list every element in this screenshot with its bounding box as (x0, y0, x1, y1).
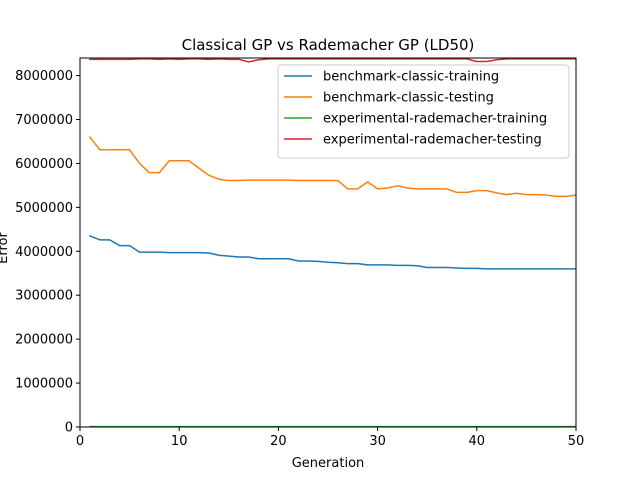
y-tick-label: 0 (65, 421, 73, 436)
legend: benchmark-classic-training benchmark-clas… (277, 64, 570, 159)
series-line-experimental-rademacher-testing (89, 58, 576, 63)
y-tick-label: 6000000 (15, 157, 73, 172)
axes: 0 10 20 30 40 50 0 1000000 2000000 3000000 4000000… (15, 57, 585, 449)
x-axis-label: Generation (292, 456, 365, 471)
x-tick-label: 0 (76, 434, 84, 449)
y-tick-label: 4000000 (15, 245, 73, 260)
y-tick-label: 3000000 (15, 289, 73, 304)
series-line-benchmark-classic-testing (88, 136, 576, 198)
y-tick-label: 2000000 (15, 333, 73, 348)
y-tick-label: 8000000 (15, 69, 73, 84)
legend-label-benchmark-classic-training: benchmark-classic-training (323, 70, 499, 85)
x-tick-label: 30 (369, 434, 386, 449)
y-tick-label: 5000000 (15, 201, 73, 216)
series-line-benchmark-classic-training (88, 234, 576, 270)
x-tick-label: 10 (171, 434, 188, 449)
y-axis-label: Error (0, 232, 11, 264)
legend-box (277, 64, 570, 159)
chart-title: Classical GP vs Rademacher GP (LD50) (182, 36, 475, 54)
legend-label-experimental-rademacher-training: experimental-rademacher-training (323, 112, 547, 127)
legend-label-benchmark-classic-testing: benchmark-classic-testing (323, 91, 494, 106)
y-tick-label: 7000000 (15, 113, 73, 128)
legend-label-experimental-rademacher-testing: experimental-rademacher-testing (323, 133, 542, 148)
x-tick-label: 20 (270, 434, 287, 449)
axes-frame (79, 57, 577, 428)
y-tick-label: 1000000 (15, 377, 73, 392)
x-tick-label: 40 (469, 434, 486, 449)
x-tick-label: 50 (568, 434, 585, 449)
